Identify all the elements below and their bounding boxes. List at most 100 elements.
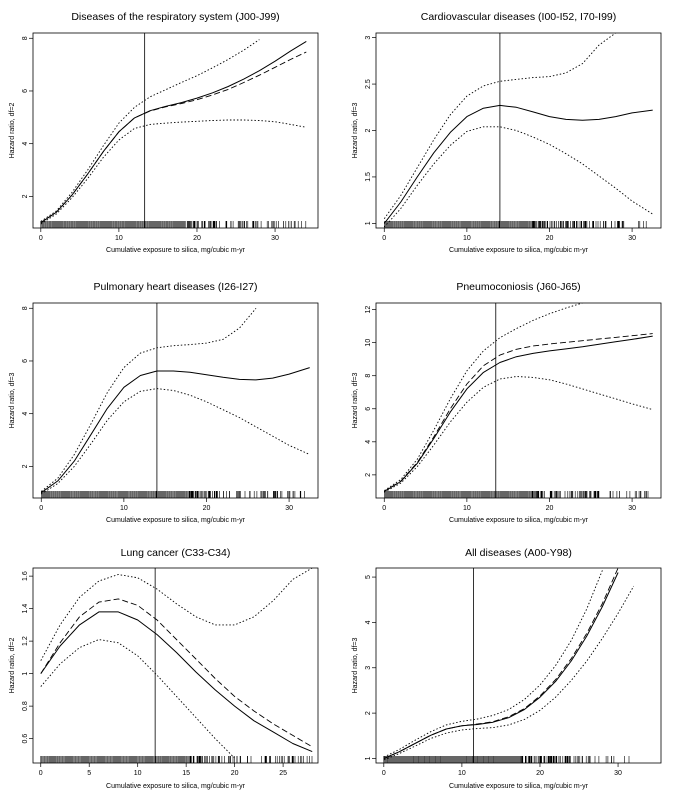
x-tick-label: 30 xyxy=(285,505,293,512)
x-tick-label: 10 xyxy=(115,235,123,242)
rug-mark-set xyxy=(383,756,630,763)
panel-title: All diseases (A00-Y98) xyxy=(465,547,572,559)
series-line-solid xyxy=(40,611,313,753)
x-tick-label: 30 xyxy=(628,235,636,242)
series-line-dashed xyxy=(40,598,313,748)
y-tick-label: 8 xyxy=(22,36,29,40)
series-line-solid xyxy=(41,367,310,494)
plot-frame xyxy=(375,567,662,764)
rug-marks xyxy=(41,491,305,498)
panel-3: Pulmonary heart diseases (I26-I27) 0 10 20 3… xyxy=(9,281,319,524)
x-axis-label: Cumulative exposure to silica, mg/cubic … xyxy=(106,517,246,524)
y-axis-label: Hazard ratio, df=3 xyxy=(9,372,16,428)
plot-frame xyxy=(32,32,319,229)
plot-frame xyxy=(375,302,662,499)
series-line-dotted xyxy=(384,303,583,491)
x-tick-label: 10 xyxy=(463,505,471,512)
y-tick-label: 5 xyxy=(365,575,372,579)
y-tick-label: 2 xyxy=(365,128,372,132)
series-line-dotted xyxy=(40,39,260,222)
y-tick-label: 1.4 xyxy=(22,604,29,614)
y-axis-label: Hazard ratio, df=2 xyxy=(9,102,16,158)
rug-mark-set xyxy=(40,221,307,228)
panel-title: Diseases of the respiratory system (J00-… xyxy=(71,11,279,23)
y-tick-label: 1 xyxy=(365,756,372,760)
y-axis-label: Hazard ratio, df=3 xyxy=(352,372,359,428)
panel-4: Pneumoconiosis (J60-J65) 0 10 20 30 2 4 6 8 10 12 C… xyxy=(352,281,662,524)
y-tick-label: 0.6 xyxy=(22,734,29,744)
panel-title: Pneumoconiosis (J60-J65) xyxy=(456,281,580,293)
series-line-dotted xyxy=(40,568,313,661)
series-line-solid xyxy=(384,335,653,492)
series-line-dotted xyxy=(40,639,235,759)
y-tick-label: 3 xyxy=(365,36,372,40)
y-tick-label: 6 xyxy=(22,89,29,93)
x-tick-label: 10 xyxy=(463,235,471,242)
x-axis-label: Cumulative exposure to silica, mg/cubic … xyxy=(106,783,246,790)
series-line-dotted xyxy=(41,388,310,495)
x-tick-label: 0 xyxy=(382,770,386,777)
series-line-dashed xyxy=(383,568,619,759)
rug-marks xyxy=(40,221,307,228)
plot-frame xyxy=(375,32,662,229)
plot-frame xyxy=(32,567,319,764)
series-line-dotted xyxy=(383,585,635,761)
panel-1: Diseases of the respiratory system (J00-… xyxy=(9,11,319,254)
panel-title: Pulmonary heart diseases (I26-I27) xyxy=(94,281,258,293)
x-tick-label: 25 xyxy=(279,770,287,777)
y-tick-label: 2 xyxy=(22,194,29,198)
x-tick-label: 0 xyxy=(382,505,386,512)
series-line-dashed xyxy=(40,51,307,224)
plot-area xyxy=(383,33,653,228)
rug-mark-set xyxy=(384,221,647,228)
plot-area xyxy=(41,303,310,498)
plot-area xyxy=(383,568,635,763)
x-tick-label: 20 xyxy=(546,235,554,242)
x-tick-label: 5 xyxy=(87,770,91,777)
x-axis-label: Cumulative exposure to silica, mg/cubic … xyxy=(449,247,589,254)
plot-area xyxy=(40,33,307,228)
rug-marks xyxy=(383,756,630,763)
panel-5: Lung cancer (C33-C34) 0 5 10 15 20 25 0.6 0.8 1 1.… xyxy=(9,547,319,790)
plot-area xyxy=(384,303,653,498)
rug-mark-set xyxy=(40,756,313,763)
y-tick-label: 6 xyxy=(22,359,29,363)
x-tick-label: 0 xyxy=(382,235,386,242)
x-axis-label: Cumulative exposure to silica, mg/cubic … xyxy=(106,247,246,254)
y-tick-label: 4 xyxy=(365,440,372,444)
x-tick-label: 30 xyxy=(271,235,279,242)
rug-marks xyxy=(384,491,649,498)
y-tick-label: 0.8 xyxy=(22,701,29,711)
y-axis-label: Hazard ratio, df=3 xyxy=(352,637,359,693)
series-line-dotted xyxy=(383,126,653,228)
x-tick-label: 20 xyxy=(546,505,554,512)
x-axis-label: Cumulative exposure to silica, mg/cubic … xyxy=(449,783,589,790)
y-tick-label: 2.5 xyxy=(365,79,372,89)
series-line-dashed xyxy=(384,333,653,492)
series-line-solid xyxy=(40,40,307,224)
y-tick-label: 1 xyxy=(365,221,372,225)
y-tick-label: 2 xyxy=(365,711,372,715)
y-tick-label: 8 xyxy=(22,306,29,310)
y-tick-label: 3 xyxy=(365,666,372,670)
panel-2: Cardiovascular diseases (I00-I52, I70-I9… xyxy=(352,11,662,254)
panel-title: Lung cancer (C33-C34) xyxy=(121,547,231,559)
y-tick-label: 2 xyxy=(22,464,29,468)
y-tick-label: 1.5 xyxy=(365,172,372,182)
rug-marks xyxy=(40,756,313,763)
y-tick-label: 8 xyxy=(365,374,372,378)
series-line-dotted xyxy=(40,119,307,225)
x-tick-label: 30 xyxy=(614,770,622,777)
series-line-solid xyxy=(383,572,619,759)
y-tick-label: 4 xyxy=(365,620,372,624)
x-tick-label: 0 xyxy=(39,505,43,512)
y-tick-label: 1.6 xyxy=(22,571,29,581)
rug-mark-set xyxy=(41,491,305,498)
rug-mark-set xyxy=(384,491,649,498)
y-tick-label: 1.2 xyxy=(22,636,29,646)
x-tick-label: 10 xyxy=(458,770,466,777)
y-tick-label: 6 xyxy=(365,407,372,411)
x-tick-label: 10 xyxy=(120,505,128,512)
x-tick-label: 0 xyxy=(39,770,43,777)
series-line-dotted xyxy=(384,376,653,493)
